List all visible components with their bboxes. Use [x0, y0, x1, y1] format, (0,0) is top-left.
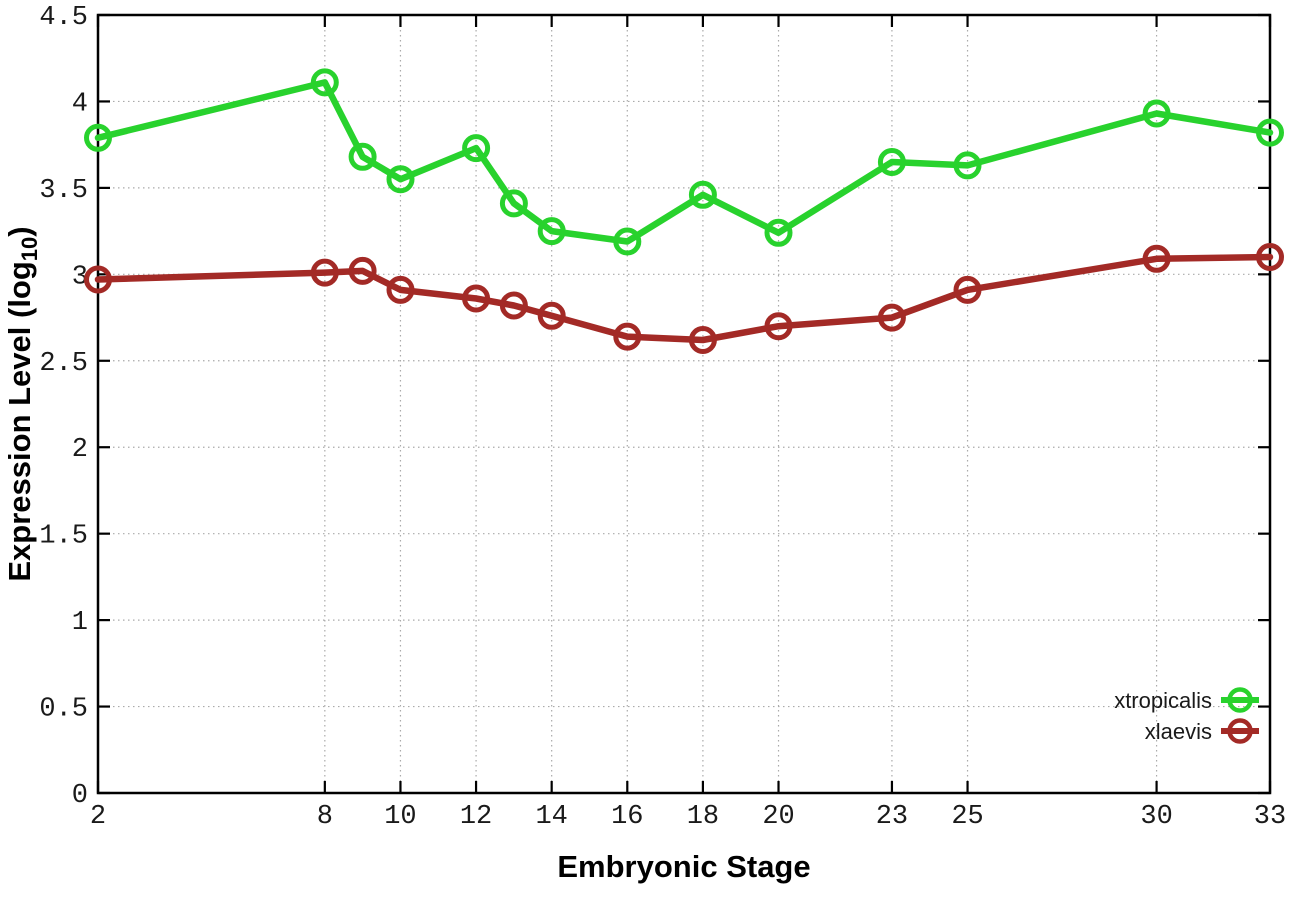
data-point-xlaevis-stage-14: [537, 301, 566, 330]
y-axis-label: Expression Level (log10): [2, 226, 42, 581]
y-tick-label-4: 2: [72, 435, 88, 465]
legend-sample-marker-xtropicalis: [1227, 687, 1253, 713]
x-tick-label-23: 23: [876, 802, 908, 832]
y-tick-label-0: 0: [72, 781, 88, 811]
data-point-xtropicalis-stage-18: [688, 180, 717, 209]
y-tick-label-7: 3.5: [39, 176, 88, 206]
legend-sample-marker-xlaevis: [1227, 718, 1253, 744]
data-point-xtropicalis-stage-23: [877, 148, 906, 176]
plot-border: [96, 13, 1272, 795]
data-point-xtropicalis-stage-30: [1142, 99, 1171, 128]
y-tick-label-8: 4: [72, 89, 88, 119]
x-tick-label-12: 12: [460, 802, 492, 832]
y-tick-label-3: 1.5: [39, 522, 88, 552]
data-point-xtropicalis-stage-16: [613, 227, 642, 256]
x-tick-label-14: 14: [535, 802, 567, 832]
y-tick-label-6: 3: [72, 262, 88, 292]
data-point-xlaevis-stage-2: [84, 265, 112, 294]
data-point-xlaevis-stage-30: [1142, 244, 1171, 273]
data-point-xlaevis-stage-13: [499, 291, 528, 320]
data-point-xtropicalis-stage-9: [348, 142, 377, 171]
x-tick-label-25: 25: [951, 802, 983, 832]
data-point-xtropicalis-stage-20: [764, 218, 793, 247]
data-point-xlaevis-stage-10: [386, 275, 415, 304]
x-tick-label-16: 16: [611, 802, 643, 832]
legend-label-xtropicalis: xtropicalis: [1114, 688, 1212, 713]
data-point-xtropicalis-stage-10: [386, 165, 415, 194]
data-point-xlaevis-stage-16: [613, 322, 642, 351]
data-point-xtropicalis-stage-14: [537, 217, 566, 246]
y-tick-label-5: 2.5: [39, 349, 88, 379]
x-tick-label-10: 10: [384, 802, 416, 832]
data-point-xlaevis-stage-33: [1256, 243, 1284, 271]
data-point-xtropicalis-stage-12: [462, 134, 491, 163]
legend-label-xlaevis: xlaevis: [1145, 719, 1212, 744]
data-point-xtropicalis-stage-13: [499, 189, 528, 218]
data-point-xtropicalis-stage-8: [310, 68, 339, 97]
x-tick-label-8: 8: [317, 802, 333, 832]
x-tick-label-18: 18: [687, 802, 719, 832]
data-point-xtropicalis-stage-25: [953, 151, 982, 180]
data-point-xtropicalis-stage-33: [1256, 118, 1284, 147]
data-point-xtropicalis-stage-2: [84, 123, 112, 152]
x-tick-label-33: 33: [1254, 802, 1286, 832]
x-tick-label-2: 2: [90, 802, 106, 832]
data-point-xlaevis-stage-25: [953, 275, 982, 304]
y-tick-label-2: 1: [72, 608, 88, 638]
x-tick-label-30: 30: [1140, 802, 1172, 832]
x-axis-label: Embryonic Stage: [557, 849, 810, 884]
x-tick-label-20: 20: [762, 802, 794, 832]
data-point-xlaevis-stage-23: [877, 303, 906, 332]
data-point-xlaevis-stage-18: [688, 326, 717, 354]
data-point-xlaevis-stage-9: [348, 256, 377, 285]
y-axis-label-group: Expression Level (log10): [2, 226, 42, 581]
y-tick-label-9: 4.5: [39, 3, 88, 33]
data-point-xlaevis-stage-12: [462, 284, 491, 313]
data-point-xlaevis-stage-20: [764, 312, 793, 341]
y-tick-label-1: 0.5: [39, 695, 88, 725]
data-point-xlaevis-stage-8: [310, 258, 339, 287]
